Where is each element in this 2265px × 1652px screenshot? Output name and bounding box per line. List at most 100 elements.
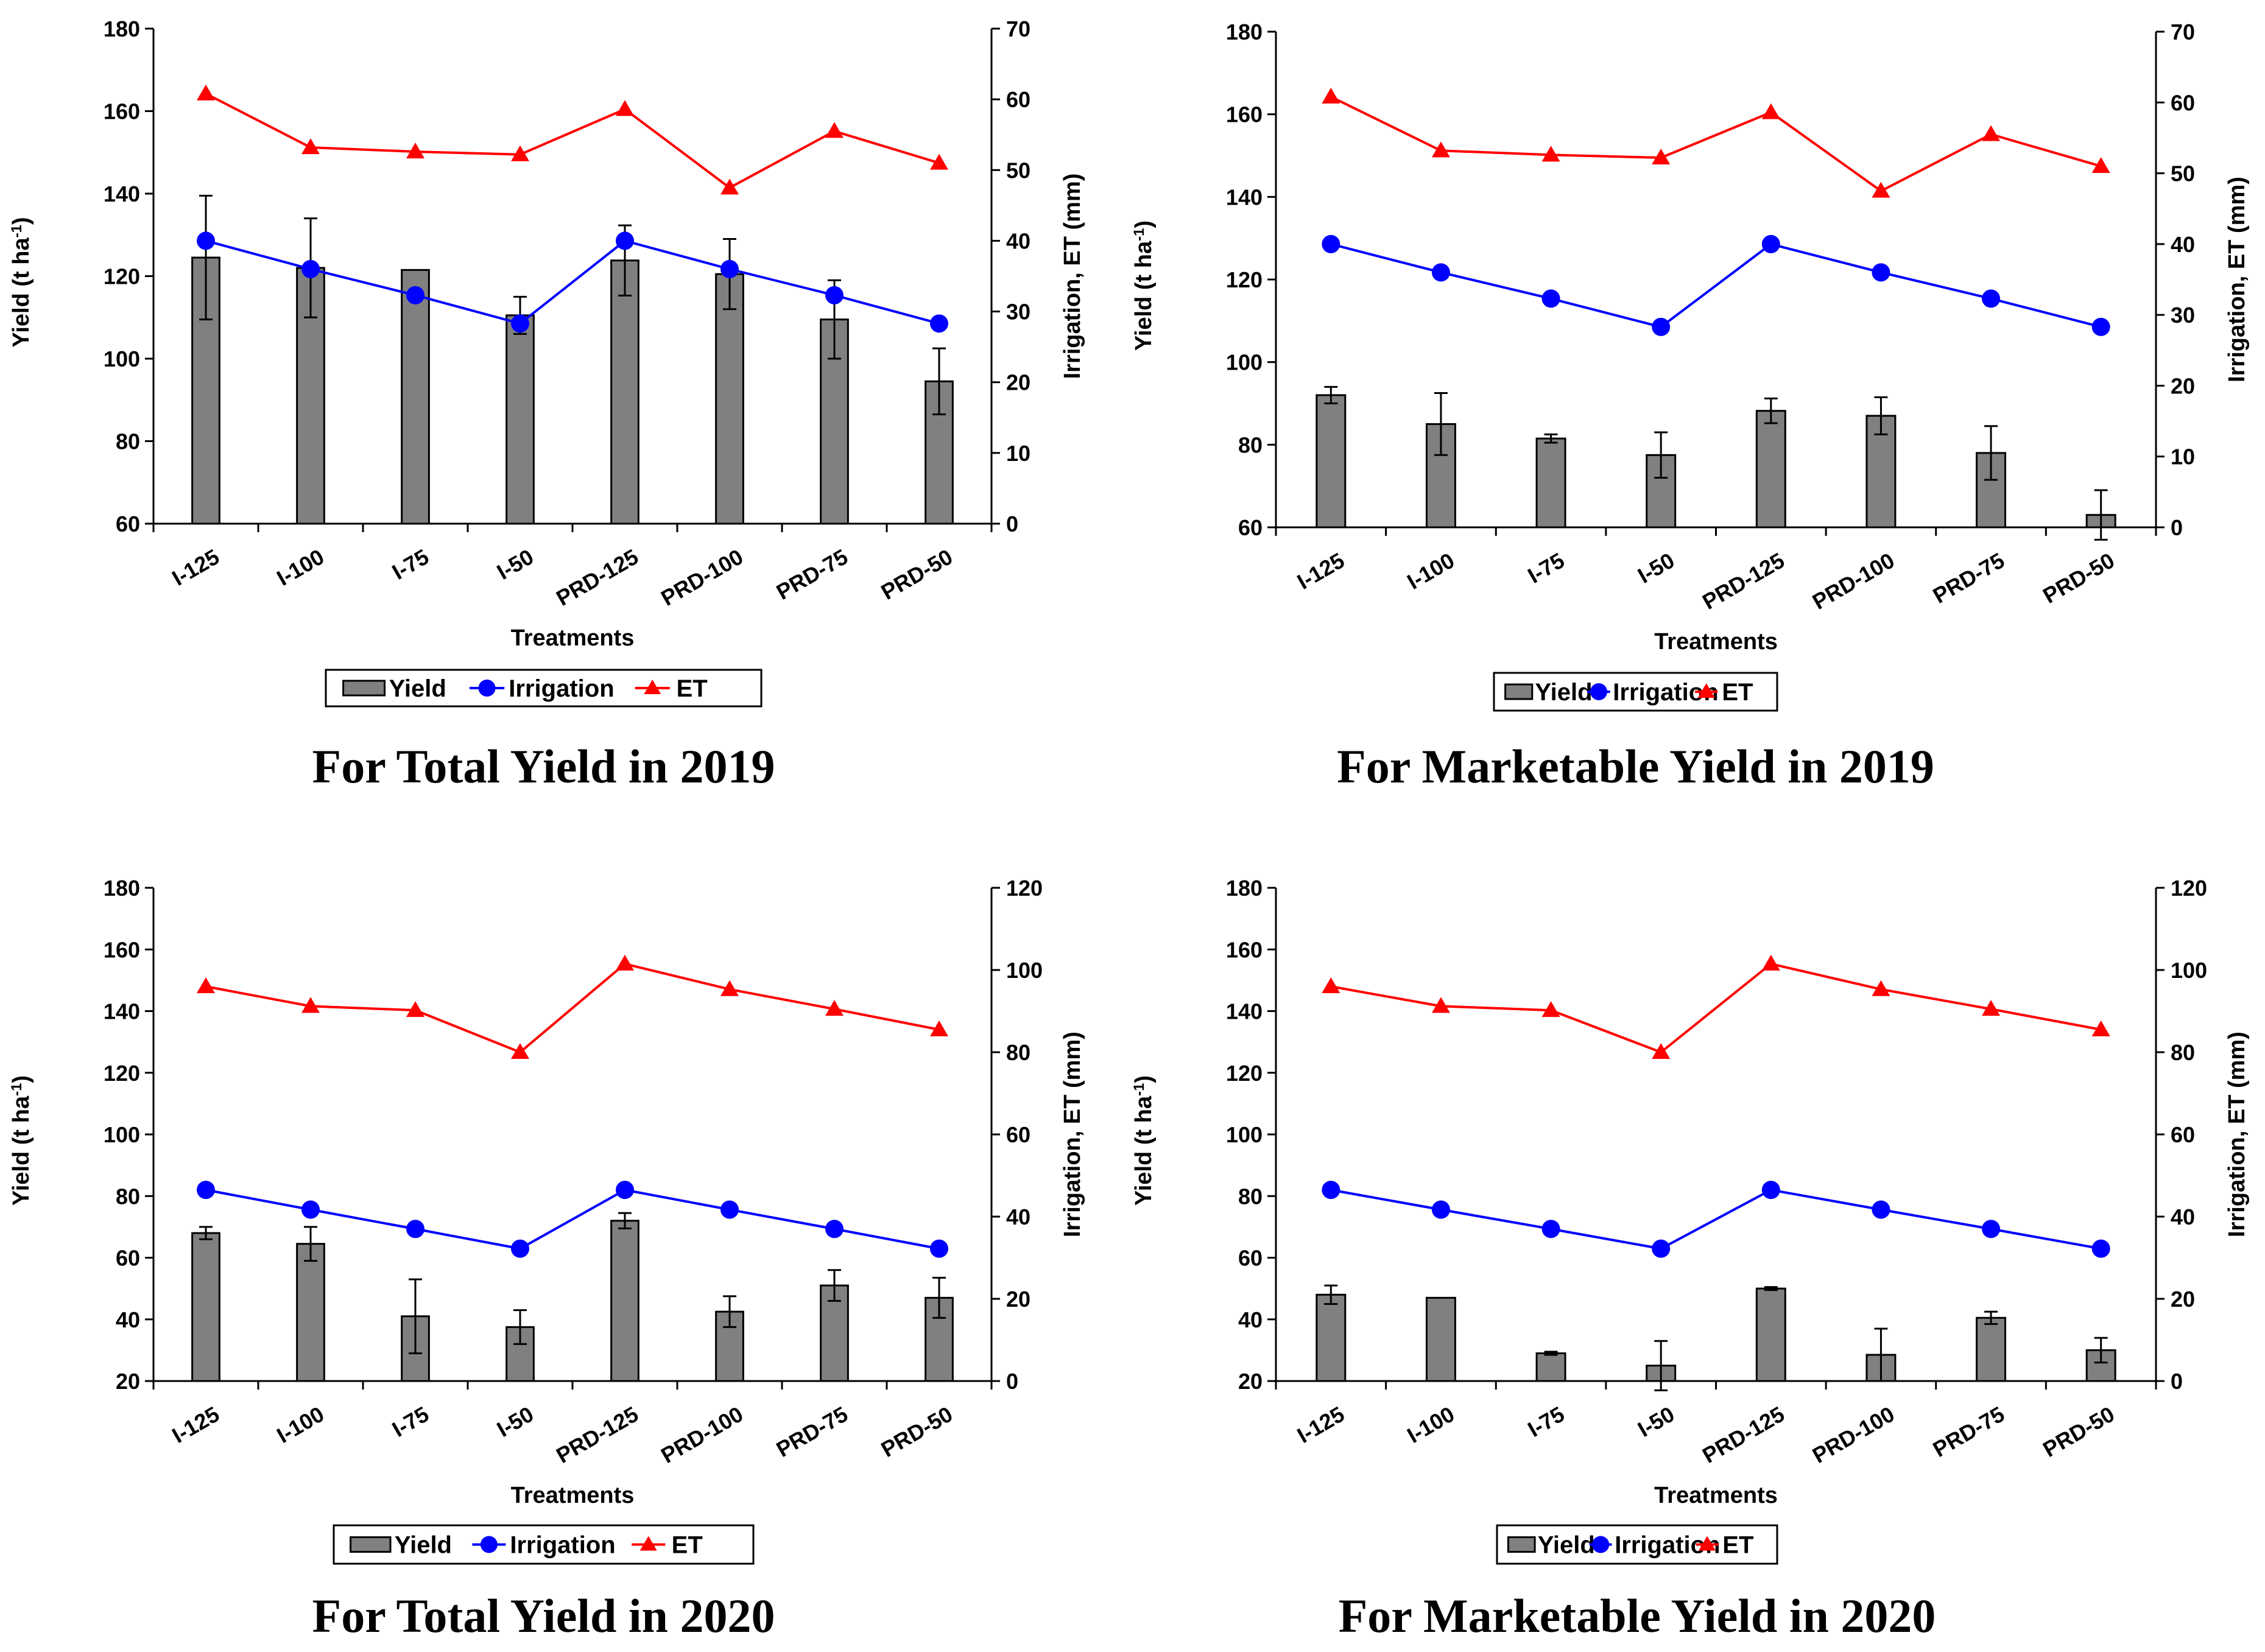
x-tick-label: I-100: [272, 544, 328, 591]
right-tick-label: 10: [2171, 445, 2195, 469]
right-tick-label: 70: [1006, 16, 1030, 41]
et-point: [1982, 1000, 2001, 1016]
left-tick-label: 100: [104, 1122, 140, 1147]
et-line: [205, 93, 940, 189]
left-tick-label: 120: [1226, 267, 1263, 292]
x-tick-label: PRD-75: [772, 1401, 852, 1462]
left-tick-label: 60: [1238, 1246, 1263, 1271]
left-tick-label: 60: [1238, 515, 1263, 540]
right-tick-label: 40: [1006, 1204, 1030, 1229]
y-axis-title-end: ): [1131, 220, 1157, 228]
legend-label-yield: Yield: [1535, 679, 1592, 706]
legend: Yield Irrigation ET: [1493, 672, 1778, 712]
y-axis-title-main: Yield (t ha: [9, 237, 34, 348]
right-tick-label: 20: [2171, 373, 2195, 398]
circle-marker-icon: [1590, 683, 1608, 700]
et-point: [1872, 980, 1890, 996]
et-point: [301, 997, 320, 1013]
legend-label-yield: Yield: [395, 1532, 452, 1559]
right-tick-label: 0: [1006, 1369, 1018, 1394]
panel-caption: For Marketable Yield in 2019: [1337, 740, 1934, 793]
y2-axis-title: Irrigation, ET (mm): [1060, 1032, 1085, 1237]
right-tick-label: 60: [2171, 90, 2195, 115]
x-tick-label: I-75: [388, 544, 433, 585]
irrigation-point: [301, 1200, 320, 1219]
yield-bar: [1755, 1287, 1786, 1382]
left-tick-label: 60: [116, 1246, 140, 1271]
y-axis-title: Yield (t ha-1): [9, 217, 34, 347]
irrigation-point: [1541, 1220, 1560, 1239]
et-point: [406, 142, 424, 159]
et-point: [1652, 1043, 1671, 1059]
x-tick-label: I-50: [493, 544, 538, 585]
yield-bar: [1425, 1296, 1456, 1382]
irrigation-point: [825, 1220, 844, 1239]
right-tick-label: 0: [2171, 1369, 2183, 1394]
bar-swatch-icon: [1504, 683, 1534, 700]
left-tick-label: 120: [104, 264, 140, 289]
yield-bar: [505, 314, 535, 525]
irrigation-point: [197, 231, 215, 250]
legend-box: [325, 669, 763, 708]
irrigation-point: [511, 1239, 529, 1258]
et-point: [1761, 954, 1780, 971]
left-tick-label: 100: [104, 346, 140, 371]
irrigation-point: [2091, 1239, 2110, 1258]
y-axis-title-main: Yield (t ha: [1131, 241, 1157, 351]
et-point: [301, 138, 320, 155]
left-tick-label: 160: [1226, 937, 1263, 962]
et-point: [197, 84, 215, 100]
et-point: [720, 980, 739, 996]
legend: Yield Irrigation ET: [1496, 1524, 1778, 1565]
left-tick-label: 160: [1226, 102, 1263, 127]
yield-bar: [1755, 410, 1786, 529]
left-tick-label: 20: [116, 1369, 140, 1394]
x-axis-title: Treatments: [1654, 629, 1778, 655]
et-point: [197, 977, 215, 993]
irrigation-point: [825, 286, 844, 304]
x-tick-label: I-125: [1293, 1401, 1349, 1448]
x-tick-label: PRD-100: [1808, 1401, 1899, 1468]
x-tick-label: I-125: [167, 544, 224, 591]
yield-bar: [715, 273, 744, 525]
et-point: [616, 100, 634, 116]
yield-bar: [1535, 1352, 1566, 1382]
x-tick-label: PRD-75: [772, 544, 852, 605]
legend-box: [1493, 672, 1778, 712]
bar-swatch-icon: [1507, 1536, 1536, 1553]
right-tick-label: 50: [1006, 158, 1030, 183]
right-tick-label: 40: [2171, 232, 2195, 257]
bar-swatch-icon: [350, 1536, 392, 1553]
yield-bar: [610, 259, 639, 525]
right-tick-label: 60: [2171, 1122, 2195, 1147]
et-line: [205, 962, 940, 1054]
x-axis-title: Treatments: [511, 625, 635, 651]
right-tick-label: 20: [2171, 1287, 2195, 1312]
x-tick-label: PRD-50: [877, 544, 957, 605]
irrigation-point: [1982, 1220, 2001, 1239]
y-axis-title-sup: -1: [1131, 1083, 1147, 1096]
legend: Yield Irrigation ET: [333, 1524, 755, 1565]
irrigation-line: [1330, 242, 2102, 329]
right-tick-label: 20: [1006, 370, 1030, 395]
left-tick-label: 40: [1238, 1307, 1263, 1332]
x-tick-label: I-75: [1523, 1401, 1568, 1442]
et-point: [825, 122, 844, 138]
x-axis-title: Treatments: [1654, 1483, 1778, 1508]
irrigation-point: [511, 314, 529, 333]
right-tick-label: 80: [2171, 1040, 2195, 1065]
y-axis-title-sup: -1: [1131, 228, 1147, 241]
y-axis-title-sup: -1: [9, 225, 25, 237]
x-tick-label: PRD-125: [552, 544, 643, 611]
right-tick-label: 20: [1006, 1287, 1030, 1312]
et-point: [2091, 156, 2110, 173]
irrigation-point: [1761, 1181, 1780, 1200]
irrigation-point: [197, 1181, 215, 1200]
y-axis-title: Yield (t ha-1): [1131, 1075, 1157, 1206]
et-point: [511, 1043, 529, 1059]
irrigation-point: [1761, 234, 1780, 253]
et-point: [1541, 146, 1560, 162]
et-point: [2091, 1020, 2110, 1036]
irrigation-point: [1872, 1200, 1890, 1219]
